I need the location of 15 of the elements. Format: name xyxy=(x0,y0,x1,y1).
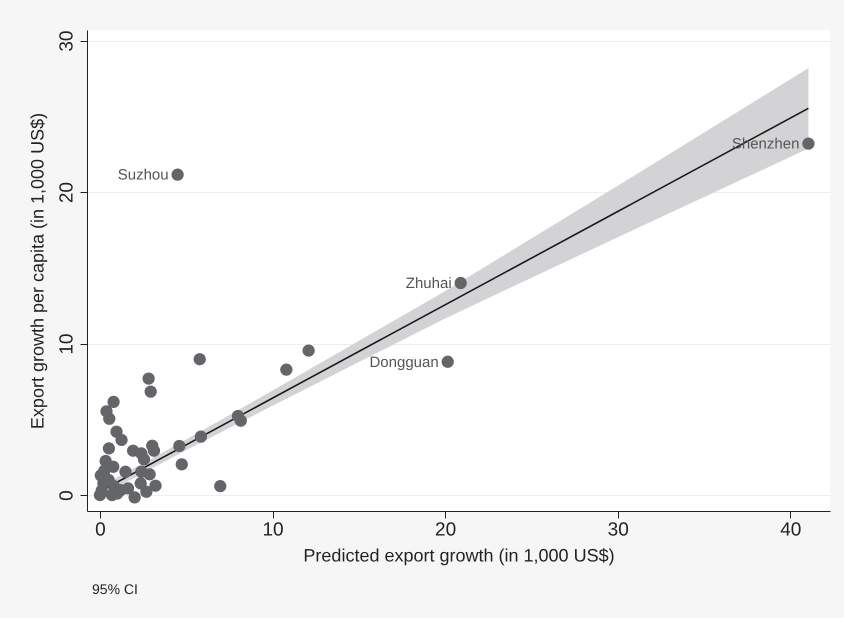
x-tick-label: 0 xyxy=(95,520,106,540)
y-tick-label: 0 xyxy=(56,490,78,501)
y-axis-title: Export growth per capita (in 1,000 US$) xyxy=(28,112,48,430)
x-axis-title: Predicted export growth (in 1,000 US$) xyxy=(303,546,615,566)
x-tick-label: 30 xyxy=(608,520,629,540)
y-tick-label: 20 xyxy=(56,182,78,204)
x-tick-label: 10 xyxy=(262,520,284,540)
y-tick-label: 10 xyxy=(56,334,78,355)
annotation: Dongguan xyxy=(369,354,439,371)
annotation: Suzhou xyxy=(118,166,169,184)
x-tick-label: 20 xyxy=(435,520,456,540)
annotation: Zhuhai xyxy=(406,275,452,292)
x-tick-label: 40 xyxy=(780,520,802,540)
y-tick-label: 30 xyxy=(56,30,78,52)
text: 95% CI xyxy=(92,581,138,597)
